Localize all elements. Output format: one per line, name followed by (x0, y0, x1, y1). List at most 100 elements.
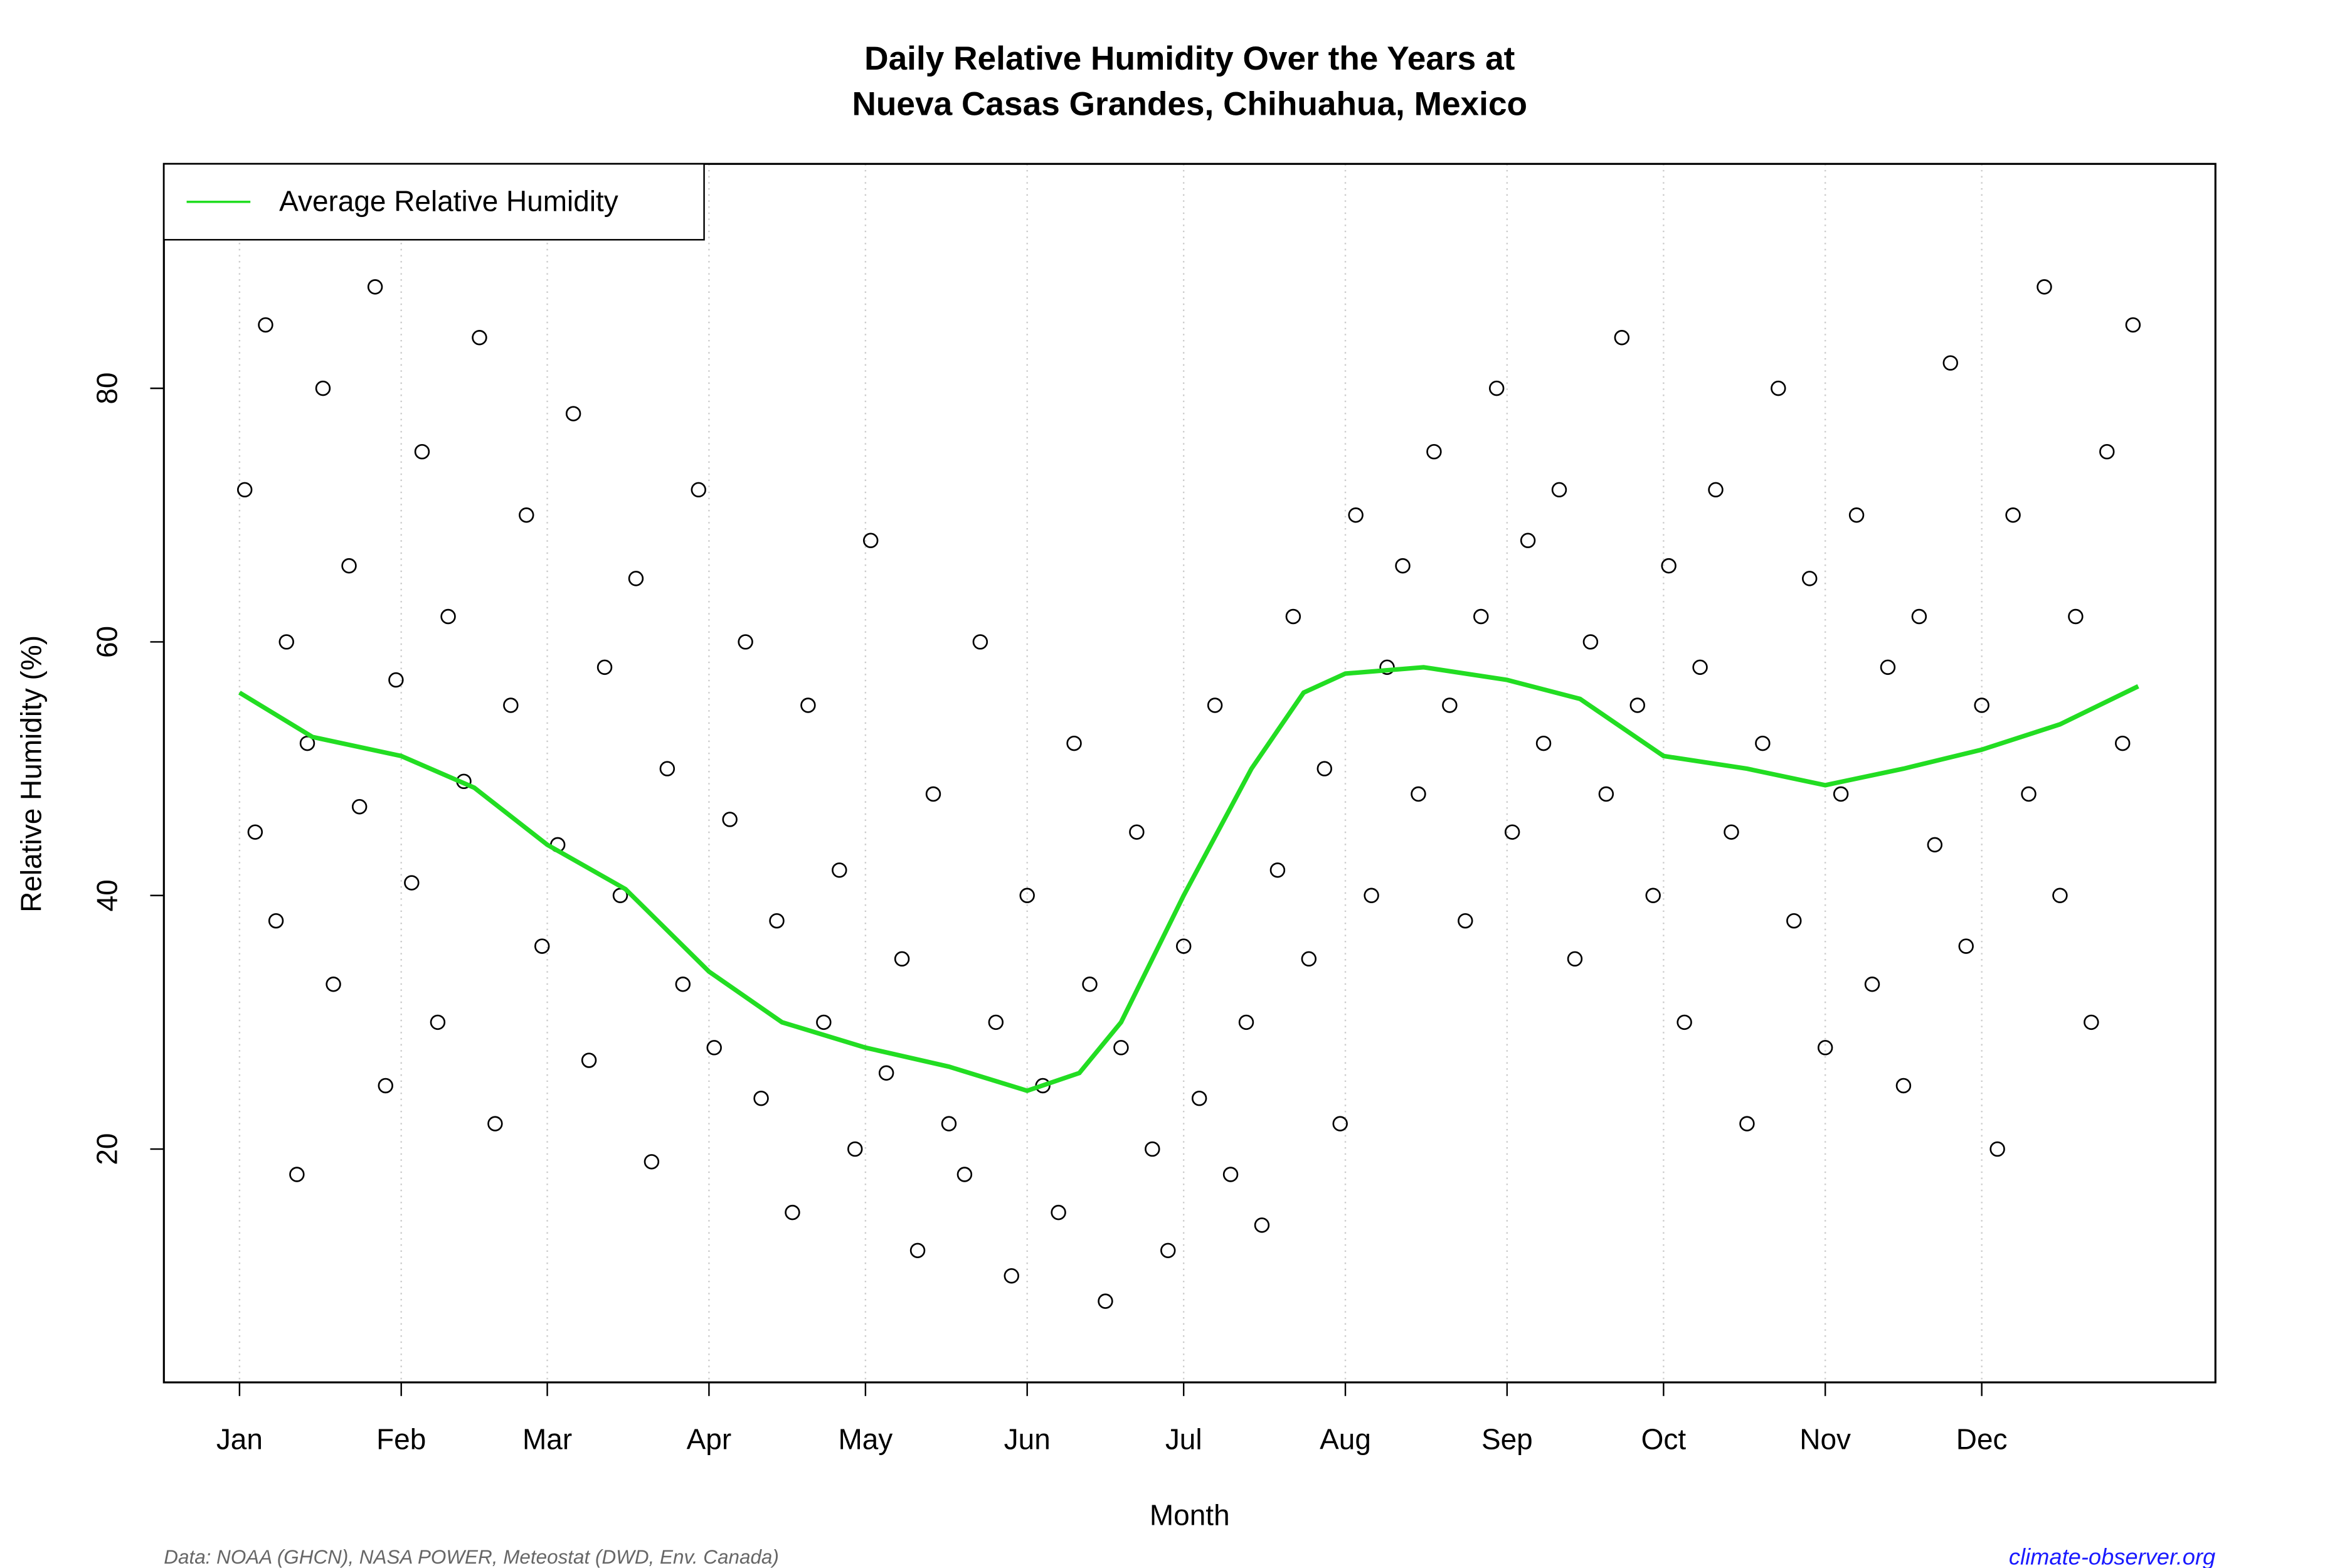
data-point (1316, 761, 1332, 776)
data-point (258, 317, 273, 333)
data-point (326, 977, 341, 992)
legend-box (163, 163, 705, 241)
data-point (1458, 913, 1473, 929)
data-point (1488, 380, 1505, 396)
legend-label: Average Relative Humidity (279, 184, 618, 217)
data-point (1129, 824, 1145, 840)
data-point (1504, 824, 1520, 840)
data-point (1442, 697, 1458, 713)
data-point (2115, 735, 2131, 751)
site-link[interactable]: climate-observer.org (2009, 1544, 2215, 1568)
data-point (581, 1052, 597, 1068)
data-point (1833, 786, 1849, 802)
data-point (1880, 659, 1896, 675)
data-point (1895, 1078, 1912, 1094)
data-point (315, 380, 331, 396)
data-point (1426, 443, 1442, 460)
y-tick-label: 60 (90, 626, 123, 658)
x-tick-label: Feb (376, 1423, 426, 1456)
data-point (753, 1090, 769, 1106)
data-point (2021, 786, 2037, 802)
data-point (1848, 507, 1865, 523)
data-point (1285, 608, 1301, 625)
data-point (832, 862, 847, 878)
data-point (1755, 735, 1771, 751)
data-point (1051, 1204, 1066, 1221)
data-point (1817, 1040, 1833, 1056)
data-point (1645, 887, 1661, 903)
data-point (565, 406, 581, 421)
x-tick-label: May (838, 1423, 893, 1456)
data-point (1739, 1116, 1755, 1131)
average-line (238, 665, 2139, 1093)
data-point (2084, 1014, 2099, 1030)
data-point (1864, 977, 1880, 992)
data-point (785, 1204, 800, 1221)
data-point (1004, 1268, 1019, 1284)
x-tick-label: Oct (1641, 1423, 1687, 1456)
x-tick-label: Apr (687, 1423, 732, 1456)
data-point (1113, 1040, 1129, 1056)
data-point (1614, 330, 1630, 346)
data-point (404, 875, 420, 891)
x-tick-label: Jun (1004, 1423, 1051, 1456)
data-point (956, 1167, 973, 1182)
data-point (800, 697, 816, 713)
data-point (1958, 938, 1974, 954)
data-point (1535, 735, 1552, 751)
data-point (519, 507, 534, 523)
data-point (367, 279, 383, 295)
data-point (1598, 786, 1614, 802)
data-point (341, 558, 357, 574)
data-point (1082, 977, 1098, 992)
data-point (2099, 443, 2115, 460)
data-point (1661, 558, 1677, 574)
data-point (487, 1116, 503, 1131)
data-point (414, 443, 430, 460)
data-point (1332, 1116, 1348, 1131)
data-point (596, 659, 613, 675)
data-point (430, 1014, 446, 1030)
data-point (1066, 735, 1082, 751)
points (236, 279, 2141, 1309)
data-point (1348, 507, 1364, 523)
data-point (738, 634, 753, 650)
data-point (862, 532, 879, 548)
data-point (644, 1154, 660, 1170)
x-tick-label: Nov (1799, 1423, 1851, 1456)
data-point (706, 1040, 722, 1056)
data-point (378, 1078, 393, 1094)
data-point (2052, 887, 2068, 903)
x-tick-label: Sep (1481, 1423, 1533, 1456)
data-point (1301, 951, 1317, 967)
y-tick-label: 40 (90, 879, 123, 911)
chart-subtitle: Nueva Casas Grandes, Chihuahua, Mexico (852, 85, 1527, 122)
chart-title: Daily Relative Humidity Over the Years a… (864, 40, 1515, 77)
source-note: Data: NOAA (GHCN), NASA POWER, Meteostat… (164, 1546, 779, 1568)
data-point (1473, 608, 1489, 625)
y-tick-label: 20 (90, 1133, 123, 1165)
data-point (1974, 697, 1989, 713)
data-point (534, 938, 550, 954)
x-tick-label: Jul (1165, 1423, 1202, 1456)
data-point (941, 1116, 957, 1131)
data-point (894, 951, 910, 967)
data-point (247, 824, 263, 840)
data-point (299, 735, 315, 751)
data-point (503, 697, 519, 713)
grid (238, 164, 1983, 1383)
data-point (1708, 482, 1724, 498)
data-point (1724, 824, 1739, 840)
data-point (289, 1167, 305, 1182)
data-point (675, 977, 691, 992)
data-point (1160, 1242, 1176, 1259)
x-tick-label: Dec (1956, 1423, 2008, 1456)
average-layer (238, 665, 2139, 1093)
plot-frame (162, 162, 2217, 1384)
data-point (1927, 837, 1943, 853)
data-point (1269, 862, 1286, 878)
data-point (1145, 1141, 1160, 1157)
data-point (1520, 532, 1536, 548)
data-point (909, 1242, 926, 1259)
